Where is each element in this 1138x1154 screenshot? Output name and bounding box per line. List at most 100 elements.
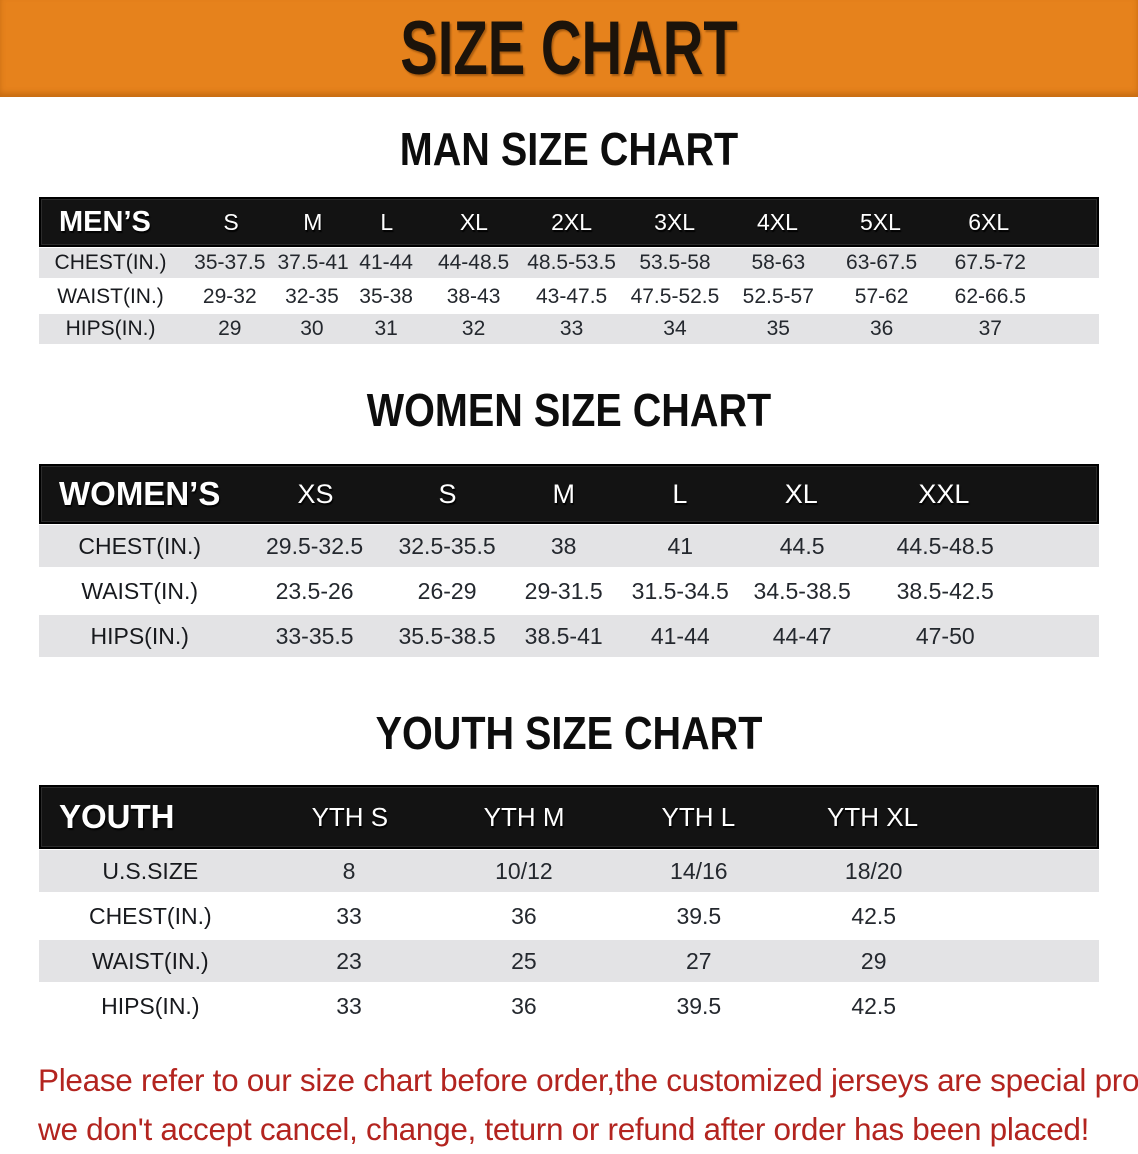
size-value-cell: 30 [300,317,324,340]
size-value-cell: 37 [978,317,1002,340]
size-value-cell: 38.5-41 [524,622,603,649]
size-value-cell: 10/12 [495,857,553,884]
size-value-cell: 33 [336,903,362,929]
size-value-cell: 33-35.5 [275,622,354,649]
size-value-cell: 38.5-42.5 [896,578,994,604]
size-value-cell: 41 [667,532,694,559]
size-header-cell: L [672,478,688,509]
size-value-cell: 29.5-32.5 [265,532,364,559]
size-value-cell: 35 [766,317,790,340]
size-value-cell: 32.5-35.5 [398,532,496,559]
row-label: HIPS(IN.) [101,993,200,1019]
table-row-hips: HIPS(IN.) 29 30 31 32 33 34 35 36 37 [39,313,1099,346]
table-row-chest: CHEST(IN.) 29.5-32.5 32.5-35.5 38 41 44.… [39,524,1099,569]
size-value-cell: 39.5 [676,903,722,929]
size-value-cell: 42.5 [851,903,897,929]
row-label: U.S.SIZE [102,857,199,884]
size-chart-banner: SIZE CHART [0,0,1138,97]
size-value-cell: 36 [869,317,894,340]
size-value-cell: 44.5-48.5 [896,532,994,559]
size-value-cell: 34 [663,317,687,340]
women-size-table: WOMEN’S XS S M L XL XXL CHEST(IN.) 29.5-… [39,464,1099,659]
men-table-title: MEN’S [59,205,151,238]
size-value-cell: 23 [336,947,362,974]
page-title: SIZE CHART [400,6,738,91]
size-header-cell: YTH M [483,801,565,832]
youth-table-title: YOUTH [59,798,175,835]
table-row-waist: WAIST(IN.) 23 25 27 29 [39,939,1099,984]
table-row-chest: CHEST(IN.) 35-37.5 37.5-41 41-44 44-48.5… [39,247,1099,280]
row-label: CHEST(IN.) [78,532,202,559]
size-value-cell: 44.5 [779,532,825,559]
size-header-cell: S [438,478,457,509]
size-header-cell: XL [784,478,818,509]
size-value-cell: 53.5-58 [639,251,711,274]
men-size-table: MEN’S S M L XL 2XL 3XL 4XL 5XL 6XL CHEST… [39,197,1099,346]
size-value-cell: 44-48.5 [437,251,510,274]
size-value-cell: 29 [218,317,242,340]
youth-table-header-row: YOUTH YTH S YTH M YTH L YTH XL [39,785,1099,849]
size-value-cell: 33 [559,317,584,340]
size-value-cell: 58-63 [751,251,806,274]
table-row-waist: WAIST(IN.) 23.5-26 26-29 29-31.5 31.5-34… [39,569,1099,614]
size-value-cell: 47.5-52.5 [630,284,720,308]
size-value-cell: 41-44 [359,251,413,274]
row-label: CHEST(IN.) [88,903,212,929]
size-header-cell: 5XL [859,208,901,235]
size-value-cell: 44-47 [772,622,832,649]
size-value-cell: 23.5-26 [275,578,354,604]
size-header-cell: 4XL [757,208,798,235]
disclaimer-line-2: we don't accept cancel, change, teturn o… [38,1111,1090,1147]
size-value-cell: 42.5 [851,993,897,1019]
size-value-cell: 38-43 [446,284,501,308]
size-header-cell: XXL [918,478,970,509]
table-row-waist: WAIST(IN.) 29-32 32-35 35-38 38-43 43-47… [39,280,1099,313]
size-value-cell: 36 [511,993,537,1019]
size-value-cell: 57-62 [854,284,909,308]
table-row-hips: HIPS(IN.) 33-35.5 35.5-38.5 38.5-41 41-4… [39,614,1099,659]
size-header-cell: XS [297,478,334,509]
size-value-cell: 29-32 [202,284,257,308]
size-value-cell: 47-50 [915,622,975,649]
women-table-title: WOMEN’S [59,475,221,512]
size-value-cell: 37.5-41 [277,251,349,274]
size-value-cell: 18/20 [844,857,903,884]
table-row-us-size: U.S.SIZE 8 10/12 14/16 18/20 [39,849,1099,894]
size-value-cell: 29 [860,947,887,974]
size-value-cell: 67.5-72 [954,251,1026,274]
disclaimer-text: Please refer to our size chart before or… [38,1056,1138,1154]
size-value-cell: 14/16 [670,857,728,884]
row-label: WAIST(IN.) [91,947,209,974]
size-header-cell: L [380,208,394,235]
size-header-cell: S [223,208,239,235]
size-value-cell: 32-35 [285,284,339,308]
size-value-cell: 38 [550,532,577,559]
table-row-chest: CHEST(IN.) 33 36 39.5 42.5 [39,894,1099,939]
size-value-cell: 29-31.5 [524,578,603,604]
size-value-cell: 27 [686,947,712,974]
size-value-cell: 25 [511,947,537,974]
size-value-cell: 31 [374,317,398,340]
size-header-cell: M [303,208,323,235]
size-header-cell: YTH L [661,801,736,832]
size-value-cell: 35.5-38.5 [398,622,496,649]
men-table-header-row: MEN’S S M L XL 2XL 3XL 4XL 5XL 6XL [39,197,1099,247]
size-header-cell: 6XL [968,208,1010,235]
size-value-cell: 36 [511,903,537,929]
size-value-cell: 48.5-53.5 [527,251,616,274]
size-header-cell: YTH XL [827,801,919,832]
row-label: HIPS(IN.) [90,622,189,649]
size-header-cell: 3XL [654,208,695,235]
size-header-cell: XL [459,208,488,235]
size-value-cell: 43-47.5 [535,284,608,308]
size-header-cell: 2XL [551,208,593,235]
row-label: CHEST(IN.) [54,251,167,274]
size-value-cell: 52.5-57 [742,284,814,308]
size-value-cell: 34.5-38.5 [753,578,851,604]
row-label: WAIST(IN.) [81,578,199,604]
women-table-header-row: WOMEN’S XS S M L XL XXL [39,464,1099,524]
size-header-cell: YTH S [311,801,389,832]
size-value-cell: 39.5 [676,993,722,1019]
size-value-cell: 8 [342,857,356,884]
size-value-cell: 41-44 [650,622,710,649]
